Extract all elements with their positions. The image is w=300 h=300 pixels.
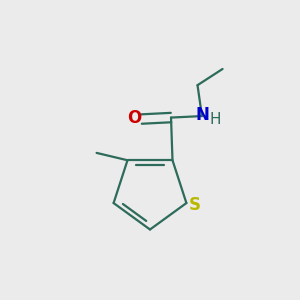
Text: S: S — [189, 196, 201, 214]
Text: N: N — [196, 106, 210, 124]
Text: H: H — [209, 112, 221, 127]
Text: O: O — [127, 110, 141, 128]
